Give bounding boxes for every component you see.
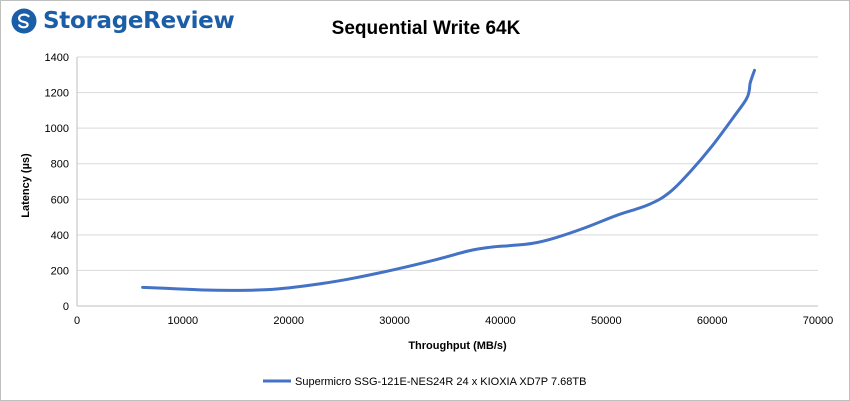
- x-axis-title: Throughput (MB/s): [408, 340, 507, 352]
- x-axis-tick-labels: 0 10000 20000 30000 40000 50000 60000 70000: [74, 315, 833, 327]
- y-tick-label: 800: [51, 159, 69, 171]
- y-axis-tick-labels: 0 200 400 600 800 1000 1200 1400: [45, 52, 69, 313]
- y-tick-label: 1200: [45, 88, 69, 100]
- y-tick-label: 0: [63, 301, 69, 313]
- series-line-0: [141, 68, 756, 292]
- chart-title: Sequential Write 64K: [332, 18, 521, 39]
- y-axis-title: Latency (µs): [20, 153, 32, 218]
- y-tick-label: 1000: [45, 123, 69, 135]
- y-tick-label: 200: [51, 265, 69, 277]
- x-tick-label: 0: [74, 315, 80, 327]
- y-tick-label: 1400: [45, 52, 69, 64]
- brand-name: StorageReview: [43, 8, 235, 34]
- axes: [76, 57, 818, 307]
- storagereview-logo-icon: [11, 8, 37, 34]
- x-tick-label: 20000: [273, 315, 304, 327]
- brand-logo: StorageReview: [11, 6, 235, 36]
- gridlines: [77, 56, 818, 271]
- x-tick-label: 30000: [379, 315, 410, 327]
- x-tick-label: 60000: [697, 315, 728, 327]
- series-lines: [141, 68, 756, 292]
- x-tick-label: 10000: [168, 315, 199, 327]
- x-tick-label: 70000: [803, 315, 834, 327]
- x-tick-label: 40000: [485, 315, 516, 327]
- legend: Supermicro SSG-121E-NES24R 24 x KIOXIA X…: [263, 376, 586, 388]
- y-tick-label: 400: [51, 230, 69, 242]
- x-tick-label: 50000: [591, 315, 622, 327]
- y-tick-label: 600: [51, 194, 69, 206]
- legend-label: Supermicro SSG-121E-NES24R 24 x KIOXIA X…: [295, 376, 586, 388]
